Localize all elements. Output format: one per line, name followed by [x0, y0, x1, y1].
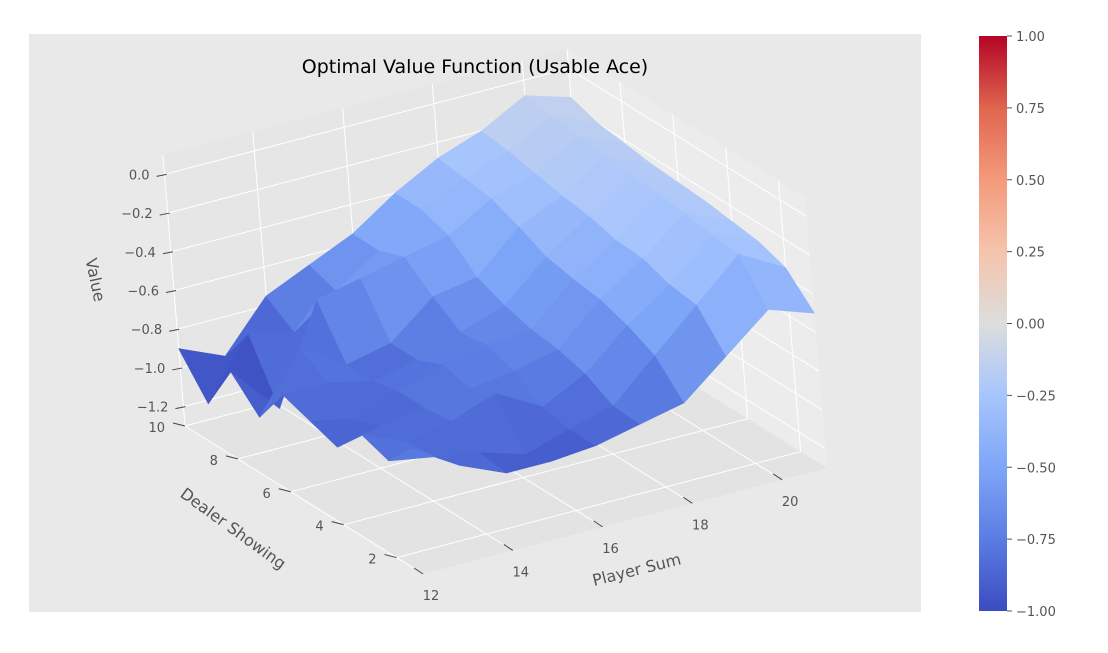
y-tick-label: 4 [315, 520, 323, 535]
z-tick-label: −1.2 [137, 401, 169, 416]
colorbar-ticks: 1.00 0.75 0.50 0.25 0.00 −0.25 −0.50 −0.75 −1.00 [1007, 30, 1056, 620]
chart-title: Optimal Value Function (Usable Ace) [302, 56, 648, 78]
x-tick-label: 20 [782, 495, 799, 510]
y-tick-mark [172, 422, 186, 427]
y-tick-mark [225, 455, 239, 460]
x-tick-mark [683, 496, 693, 504]
colorbar-tick-label: 0.00 [1016, 318, 1045, 333]
z-tick-label: −0.4 [124, 246, 156, 261]
z-tick-label: −1.0 [134, 362, 166, 377]
x-tick-label: 18 [692, 518, 709, 533]
colorbar-tick-label: −1.00 [1016, 605, 1056, 620]
z-tick-mark [169, 328, 180, 332]
colorbar-tick-label: −0.50 [1016, 461, 1056, 476]
x-tick-mark [593, 520, 603, 528]
y-tick-label: 6 [262, 487, 270, 502]
x-tick-mark [413, 567, 424, 575]
z-tick-label: 0.0 [129, 168, 150, 183]
y-tick-label: 10 [148, 421, 165, 436]
gridline-z [164, 67, 807, 217]
colorbar-tick-label: 0.75 [1016, 102, 1045, 117]
colorbar-tick-label: −0.75 [1016, 533, 1056, 548]
z-tick-mark [159, 212, 170, 216]
x-tick-mark [503, 544, 514, 551]
y-tick-mark [384, 554, 397, 559]
z-tick-mark [156, 173, 167, 177]
z-tick-mark [165, 290, 177, 293]
z-tick-label: −0.6 [127, 285, 159, 300]
x-tick-label: 12 [423, 589, 440, 604]
z-tick-mark [162, 251, 173, 255]
z-tick-label: −0.8 [131, 323, 163, 338]
colorbar-tick-label: −0.25 [1016, 389, 1056, 404]
x-tick-label: 14 [513, 565, 530, 580]
colorbar-tick-label: 0.50 [1016, 174, 1045, 189]
z-tick-mark [175, 406, 186, 410]
colorbar-tick-label: 1.00 [1016, 30, 1045, 45]
colorbar-tick-label: 0.25 [1016, 246, 1045, 261]
value-surface [178, 95, 815, 474]
y-tick-label: 8 [210, 454, 218, 469]
y-tick-mark [331, 521, 344, 526]
colorbar [979, 36, 1007, 611]
x-tick-mark [772, 473, 783, 481]
y-tick-label: 2 [368, 553, 376, 568]
surface-patch [738, 253, 815, 314]
axis-ticks: 12 14 16 18 20 2 4 6 8 10 0.0 −0.2 −0.4 −0.6 −0.8 −1.0 −… [121, 168, 798, 604]
z-tick-mark [172, 367, 183, 371]
y-tick-mark [278, 488, 291, 493]
z-tick-label: −0.2 [121, 207, 153, 222]
x-tick-label: 16 [602, 542, 619, 557]
